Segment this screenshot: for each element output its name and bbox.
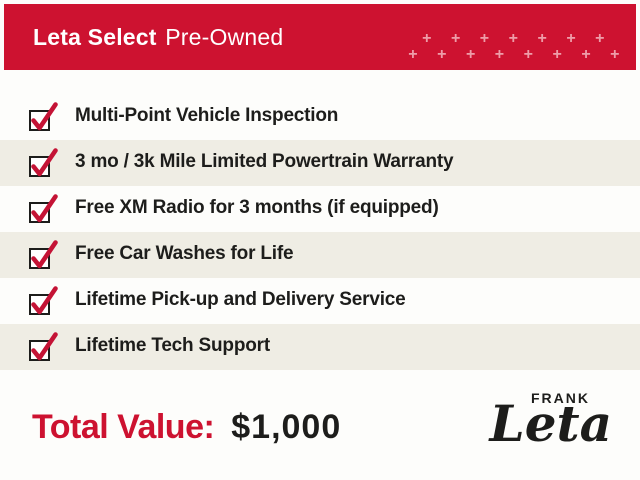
checklist-row: Lifetime Tech Support [0,324,640,370]
check-icon [31,332,58,361]
check-icon [31,240,58,269]
check-icon [31,102,58,131]
checklist-item-label: Free Car Washes for Life [75,243,294,264]
header-banner: Leta Select Pre-Owned +++++++ ++++++++ [4,4,636,70]
total-value-amount: $1,000 [231,408,342,446]
check-icon [31,286,58,315]
checkbox-checked [28,102,58,132]
checkbox-checked [28,148,58,178]
check-icon [31,194,58,223]
plus-pattern-top: +++++++ [422,30,624,47]
checklist-row: Lifetime Pick-up and Delivery Service [0,278,640,324]
banner-title-regular: Pre-Owned [165,24,284,50]
checkbox-checked [28,286,58,316]
logo-leta-script: Leta [489,394,612,453]
checklist-row: Free Car Washes for Life [0,232,640,278]
frank-leta-logo: FRANK Leta [432,390,612,449]
checkbox-checked [28,194,58,224]
checklist-item-label: 3 mo / 3k Mile Limited Powertrain Warran… [75,151,454,172]
checkbox-checked [28,332,58,362]
checkbox-checked [28,240,58,270]
logo-frank-text: FRANK [531,390,590,406]
checklist-item-label: Free XM Radio for 3 months (if equipped) [75,197,439,218]
plus-pattern-bottom: ++++++++ [408,46,639,63]
total-value-label: Total Value: [32,408,215,446]
total-value: Total Value: $1,000 [32,408,341,447]
checklist-item-label: Multi-Point Vehicle Inspection [75,105,339,126]
checklist-item-label: Lifetime Pick-up and Delivery Service [75,289,406,310]
check-icon [31,148,58,177]
benefits-checklist: Multi-Point Vehicle Inspection 3 mo / 3k… [0,94,640,370]
checklist-row: 3 mo / 3k Mile Limited Powertrain Warran… [0,140,640,186]
banner-title: Leta Select Pre-Owned [33,24,283,51]
banner-title-bold: Leta Select [33,24,157,50]
checklist-row: Free XM Radio for 3 months (if equipped) [0,186,640,232]
checklist-row: Multi-Point Vehicle Inspection [0,94,640,140]
checklist-item-label: Lifetime Tech Support [75,335,270,356]
